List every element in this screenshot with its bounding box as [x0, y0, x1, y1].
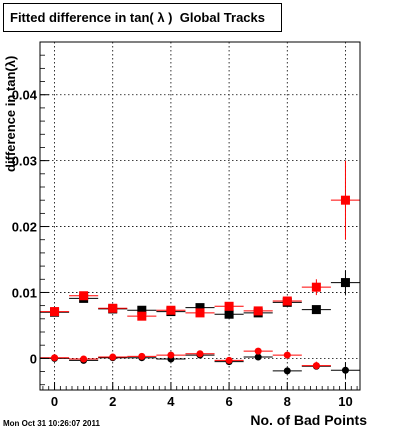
data-point-square [108, 303, 118, 313]
y-tick-label: 0.02 [12, 220, 37, 235]
data-point-square [195, 308, 205, 318]
data-point-square [224, 301, 234, 311]
data-point-circle [283, 367, 291, 375]
data-point-circle [167, 351, 175, 359]
y-tick-label: 0.03 [12, 154, 37, 169]
data-point-square [340, 195, 350, 205]
series-red-square [40, 160, 360, 321]
data-point-circle [283, 351, 291, 359]
data-point-circle [341, 366, 349, 374]
data-point-circle [80, 355, 88, 363]
data-point-square [50, 307, 60, 317]
data-point-square [224, 309, 234, 319]
y-tick-label: 0 [30, 351, 37, 366]
y-tick-label: 0.04 [12, 88, 38, 103]
x-tick-label: 2 [109, 394, 116, 409]
x-tick-label: 8 [284, 394, 291, 409]
data-point-square [137, 305, 147, 315]
data-point-circle [225, 356, 233, 364]
timestamp: Mon Oct 31 10:26:07 2011 [3, 419, 100, 428]
data-point-square [282, 296, 292, 306]
data-point-square [311, 305, 321, 315]
data-point-square [195, 303, 205, 313]
data-point-circle [138, 352, 146, 360]
data-point-circle [254, 353, 262, 361]
data-point-circle [196, 350, 204, 358]
data-point-circle [51, 354, 59, 362]
y-tick-label: 0.01 [12, 285, 37, 300]
grid-lines [40, 42, 360, 390]
data-point-square [166, 305, 176, 315]
data-point-circle [312, 362, 320, 370]
x-tick-label: 6 [225, 394, 232, 409]
x-axis-label: No. of Bad Points [250, 412, 367, 428]
data-point-square [79, 291, 89, 301]
axes: 0 2 4 6 8 10 0 0.01 0.02 0.03 0.04 [12, 54, 358, 409]
chart-title: Fitted difference in tan( λ ) Global Tra… [3, 3, 282, 32]
data-point-square [340, 278, 350, 288]
data-point-square [311, 282, 321, 292]
x-tick-label: 0 [51, 394, 58, 409]
data-point-square [137, 311, 147, 321]
y-axis-label: difference in tan(λ) [3, 55, 18, 172]
data-point-square [253, 306, 263, 316]
series-red-circle [40, 347, 331, 370]
x-tick-label: 4 [167, 394, 175, 409]
plot-frame [39, 41, 361, 391]
data-point-circle [254, 347, 262, 355]
data-point-circle [109, 353, 117, 361]
x-tick-label: 10 [338, 394, 352, 409]
data-series [40, 160, 360, 379]
